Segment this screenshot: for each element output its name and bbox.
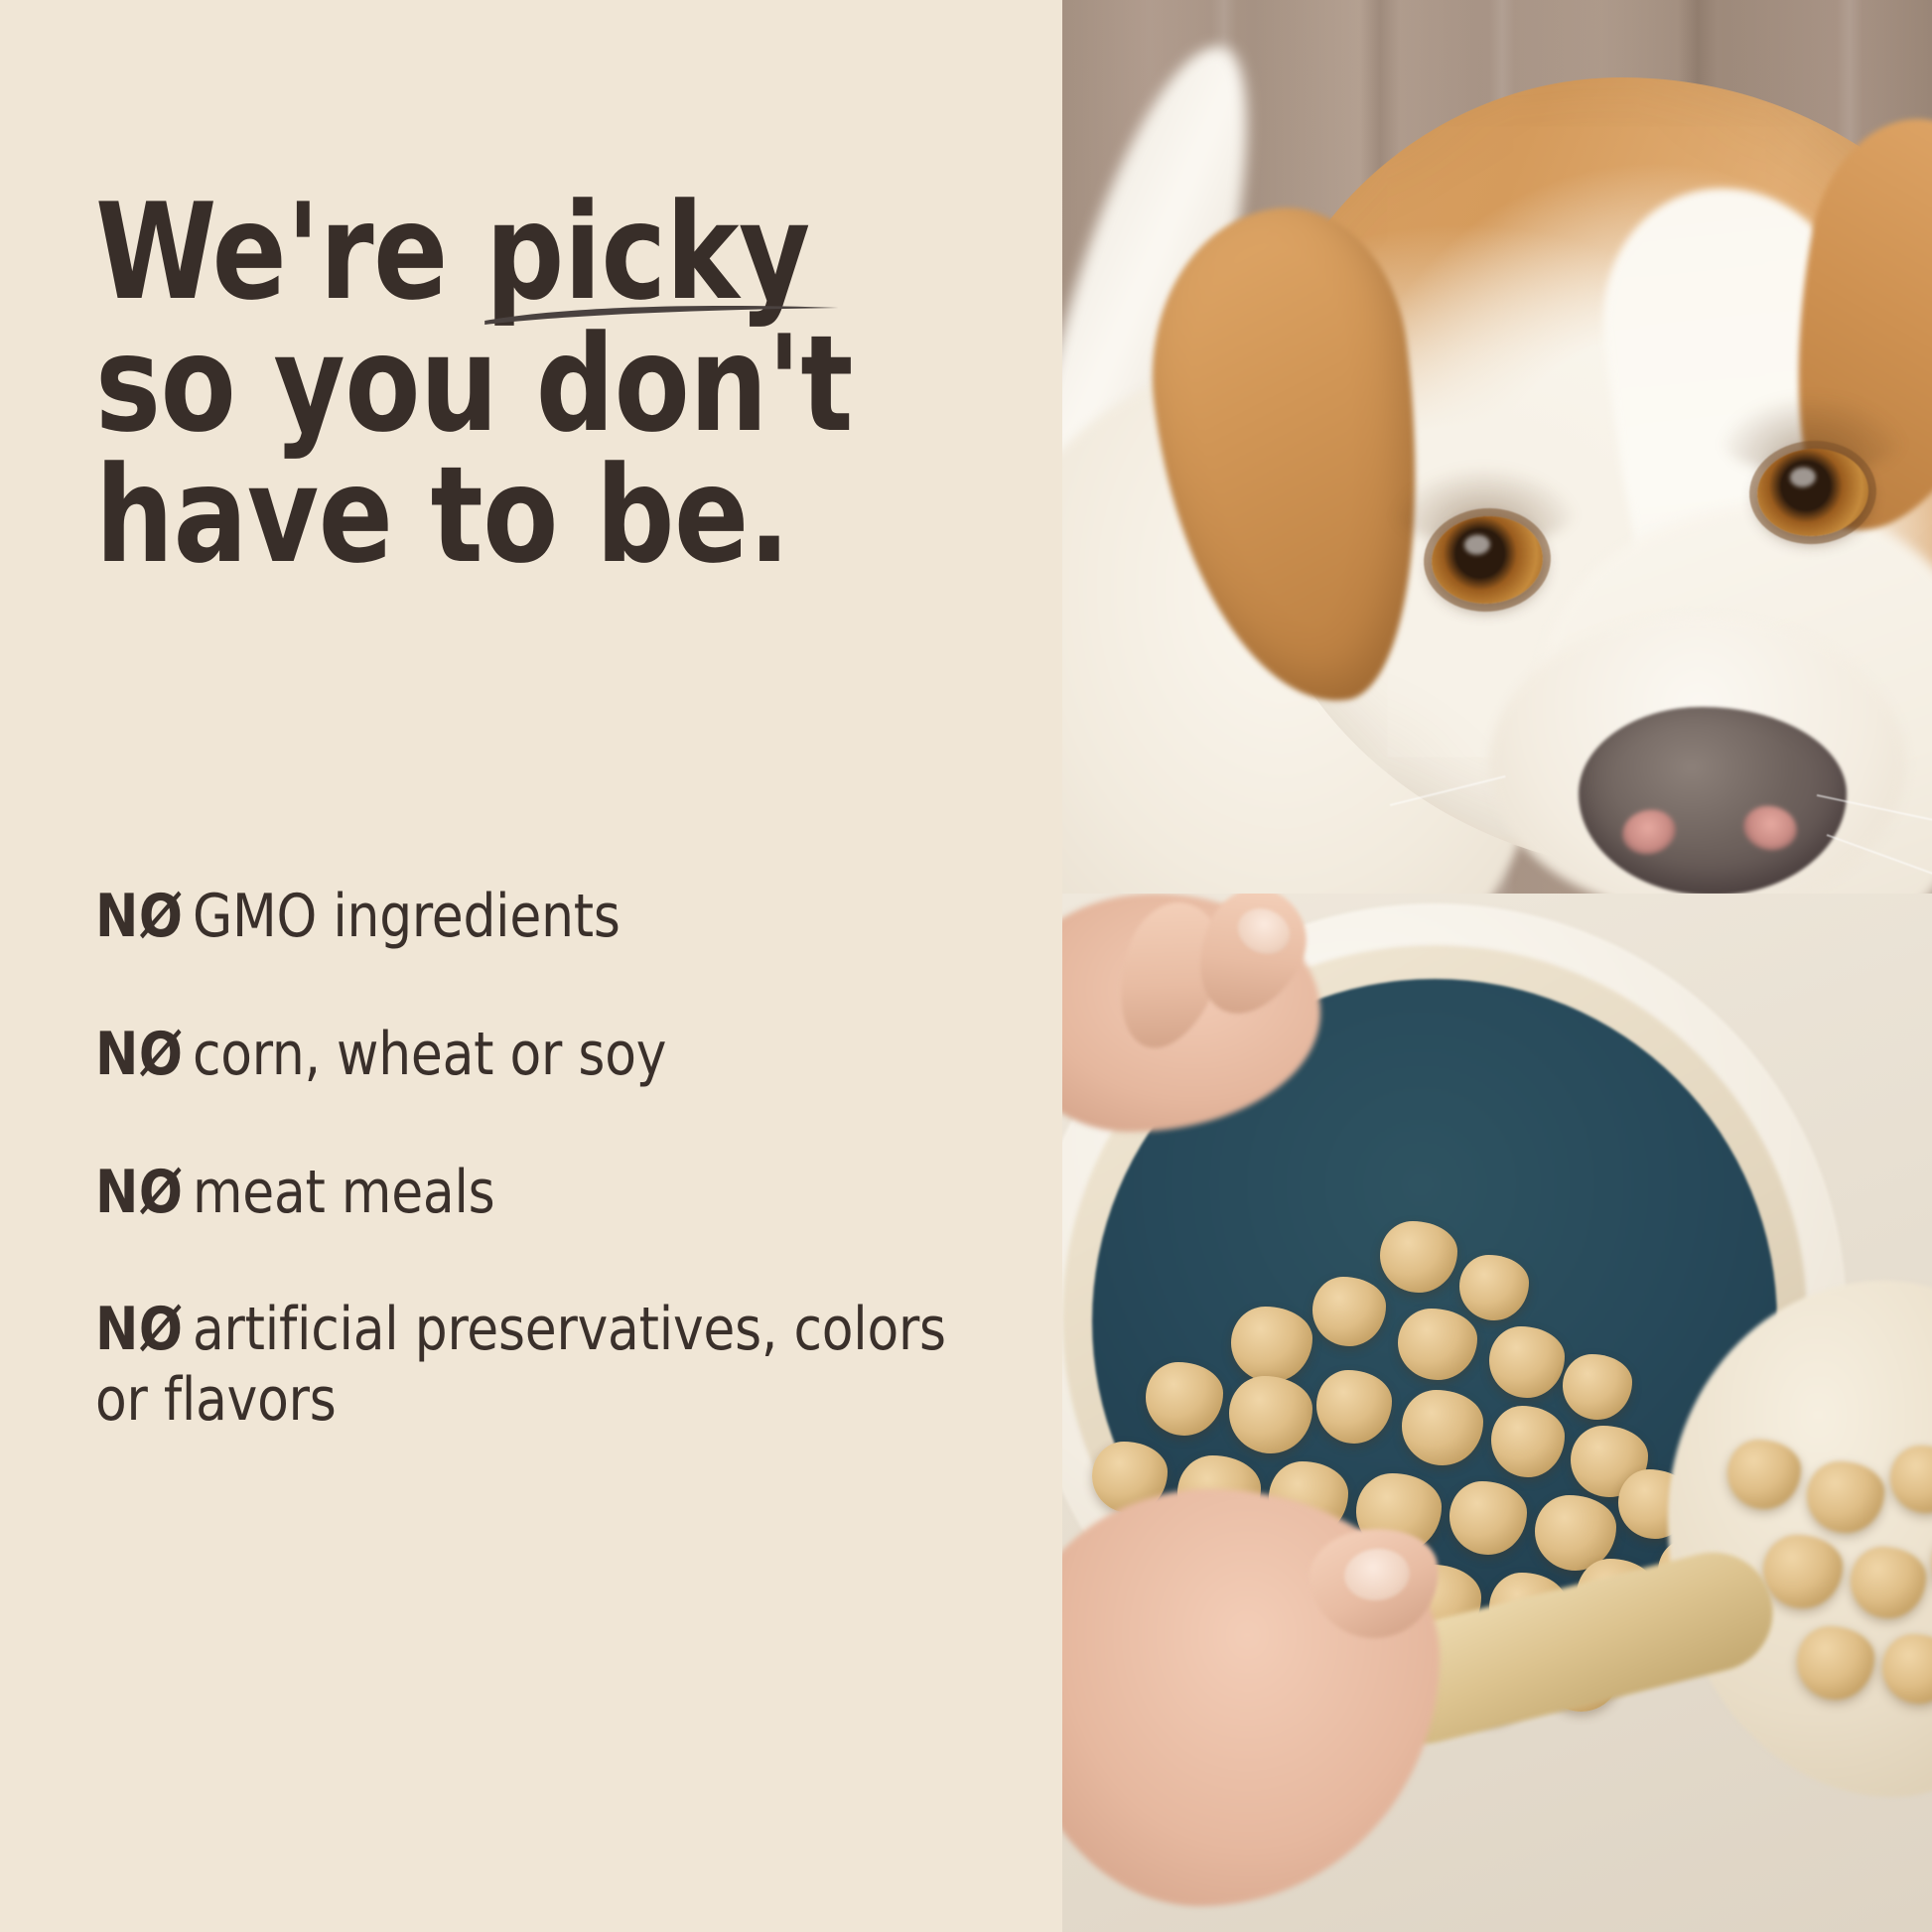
- photo-panel: [1062, 0, 1932, 1932]
- kibble-piece: [1807, 1461, 1884, 1533]
- claim-text: artificial preservatives, colors or flav…: [95, 1295, 946, 1436]
- list-item: NØ artificial preservatives, colors or fl…: [95, 1295, 972, 1436]
- kibble-piece: [1380, 1221, 1457, 1293]
- kibble-piece: [1459, 1255, 1529, 1320]
- claim-marker-no: NØ: [95, 1019, 184, 1089]
- dog-nose: [1579, 707, 1847, 894]
- kibble-piece: [1763, 1535, 1843, 1608]
- claim-marker-no: NØ: [95, 1295, 184, 1365]
- kibble-piece: [1398, 1309, 1477, 1380]
- dog-photo: [1062, 0, 1932, 894]
- list-item: NØ meat meals: [95, 1158, 972, 1228]
- kibble-piece: [1231, 1307, 1312, 1382]
- kibble-piece: [1312, 1277, 1386, 1346]
- headline-emphasis-picky: picky: [484, 186, 839, 325]
- kibble-piece: [1489, 1326, 1565, 1398]
- claims-list: NØ GMO ingredients NØ corn, wheat or soy N…: [95, 882, 1009, 1436]
- kibble-piece: [1402, 1390, 1483, 1465]
- claim-marker-no: NØ: [95, 1157, 184, 1227]
- text-panel: We're picky so you don't have to be. NØ G…: [95, 186, 1009, 1436]
- kibble-piece: [1146, 1362, 1223, 1436]
- kibble-piece: [1882, 1634, 1932, 1704]
- headline-line-2: so you don't: [95, 306, 853, 462]
- eye-highlight: [1789, 466, 1817, 488]
- kibble-piece: [1727, 1440, 1801, 1509]
- kibble-piece: [1449, 1481, 1527, 1555]
- kibble-piece: [1316, 1370, 1392, 1444]
- headline-line-1-prefix: We're: [95, 175, 485, 330]
- page-title: We're picky so you don't have to be.: [95, 186, 899, 594]
- headline-line-1: We're picky: [95, 186, 899, 325]
- kibble-piece: [1563, 1354, 1632, 1420]
- claim-text: meat meals: [192, 1157, 495, 1227]
- kibble-piece: [1491, 1406, 1565, 1477]
- kibble-bowl-photo: [1062, 894, 1932, 1932]
- dog-nostril-left: [1617, 804, 1681, 860]
- headline-line-3: have to be.: [95, 438, 790, 594]
- claim-marker-no: NØ: [95, 882, 184, 951]
- list-item: NØ corn, wheat or soy: [95, 1020, 972, 1090]
- kibble-piece: [1797, 1626, 1874, 1700]
- kibble-piece: [1890, 1446, 1932, 1513]
- claim-text: corn, wheat or soy: [192, 1019, 667, 1089]
- kibble-piece: [1851, 1547, 1926, 1618]
- dog-nostril-right: [1739, 800, 1801, 856]
- kibble-piece: [1229, 1376, 1312, 1453]
- list-item: NØ GMO ingredients: [95, 882, 972, 952]
- claim-text: GMO ingredients: [192, 882, 621, 951]
- headline-emphasis-text: picky: [484, 175, 810, 330]
- eye-highlight: [1463, 533, 1491, 556]
